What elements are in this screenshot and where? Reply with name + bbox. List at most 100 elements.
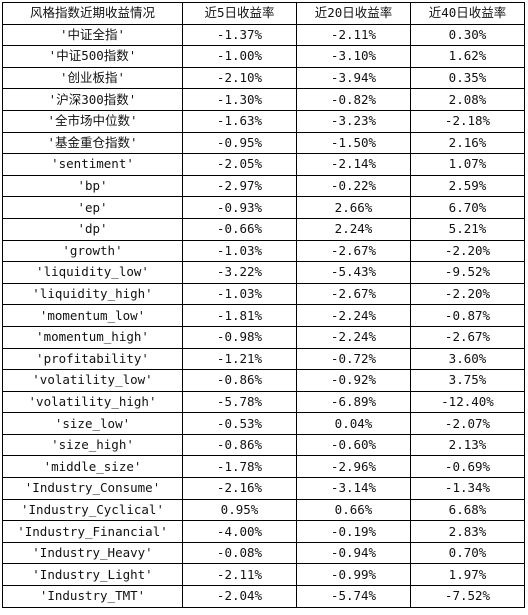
header-style-index: 风格指数近期收益情况 (2, 2, 183, 25)
return-20d-cell: -2.24% (296, 304, 411, 327)
return-5d-cell: -2.05% (182, 153, 297, 176)
table-row: 'Industry_Financial' -4.00% -0.19% 2.83% (2, 520, 525, 543)
style-name-cell: 'liquidity_high' (2, 282, 183, 306)
table-row: 'ep' -0.93% 2.66% 6.70% (2, 196, 525, 219)
table-row: 'Industry_TMT' -2.04% -5.74% -7.52% (2, 585, 525, 608)
return-20d-cell: -1.50% (296, 131, 411, 155)
style-name-cell: '中证500指数' (2, 45, 183, 68)
style-name-cell: 'ep' (2, 196, 183, 219)
style-name-cell: 'Industry_Cyclical' (2, 498, 183, 522)
return-20d-cell: -0.99% (296, 563, 411, 587)
return-20d-cell: -2.96% (296, 455, 411, 479)
return-5d-cell: -1.21% (182, 347, 297, 371)
return-20d-cell: -0.60% (296, 433, 411, 457)
return-40d-cell: 5.21% (410, 217, 525, 241)
style-name-cell: 'profitability' (2, 347, 183, 371)
table-body: '中证全指' -1.37% -2.11% 0.30% '中证500指数' -1.00% -3… (2, 23, 525, 608)
return-40d-cell: -12.40% (410, 390, 525, 414)
table-row: 'Industry_Cyclical' 0.95% 0.66% 6.68% (2, 498, 525, 522)
table-row: 'momentum_high' -0.98% -2.24% -2.67% (2, 325, 525, 349)
header-return-40d: 近40日收益率 (410, 2, 525, 25)
return-5d-cell: -0.86% (182, 369, 297, 392)
return-40d-cell: -9.52% (410, 261, 525, 284)
return-20d-cell: 2.66% (296, 196, 411, 219)
style-name-cell: 'Industry_TMT' (2, 585, 183, 608)
return-5d-cell: -0.95% (182, 131, 297, 155)
table-row: '基金重仓指数' -0.95% -1.50% 2.16% (2, 131, 525, 155)
return-20d-cell: 0.66% (296, 498, 411, 522)
return-20d-cell: -0.19% (296, 520, 411, 543)
return-5d-cell: -1.63% (182, 109, 297, 133)
table-row: '全市场中位数' -1.63% -3.23% -2.18% (2, 109, 525, 133)
return-20d-cell: -2.11% (296, 23, 411, 47)
return-20d-cell: -5.74% (296, 585, 411, 608)
return-20d-cell: -3.94% (296, 66, 411, 90)
return-40d-cell: 0.30% (410, 23, 525, 47)
return-5d-cell: -2.11% (182, 563, 297, 587)
return-40d-cell: -2.20% (410, 282, 525, 306)
style-name-cell: 'volatility_high' (2, 390, 183, 414)
return-40d-cell: 6.68% (410, 498, 525, 522)
style-name-cell: '全市场中位数' (2, 109, 183, 133)
return-40d-cell: 2.13% (410, 433, 525, 457)
return-40d-cell: -0.69% (410, 455, 525, 479)
table-row: 'liquidity_low' -3.22% -5.43% -9.52% (2, 261, 525, 284)
table-row: 'Industry_Consume' -2.16% -3.14% -1.34% (2, 477, 525, 500)
return-5d-cell: -0.53% (182, 412, 297, 435)
style-name-cell: 'Industry_Heavy' (2, 541, 183, 565)
return-20d-cell: -2.67% (296, 282, 411, 306)
return-5d-cell: -0.93% (182, 196, 297, 219)
return-5d-cell: -0.08% (182, 541, 297, 565)
table-row: 'Industry_Heavy' -0.08% -0.94% 0.70% (2, 541, 525, 565)
table-row: 'growth' -1.03% -2.67% -2.20% (2, 239, 525, 263)
style-index-returns-table-container: 风格指数近期收益情况 近5日收益率 近20日收益率 近40日收益率 '中证全指'… (2, 2, 525, 608)
return-40d-cell: 1.07% (410, 153, 525, 176)
table-row: 'momentum_low' -1.81% -2.24% -0.87% (2, 304, 525, 327)
return-40d-cell: 0.70% (410, 541, 525, 565)
return-40d-cell: 3.75% (410, 369, 525, 392)
return-40d-cell: 2.08% (410, 88, 525, 111)
table-row: '中证全指' -1.37% -2.11% 0.30% (2, 23, 525, 47)
table-row: 'middle_size' -1.78% -2.96% -0.69% (2, 455, 525, 479)
return-20d-cell: -2.24% (296, 325, 411, 349)
table-row: 'profitability' -1.21% -0.72% 3.60% (2, 347, 525, 371)
return-5d-cell: -2.97% (182, 174, 297, 198)
return-5d-cell: -1.30% (182, 88, 297, 111)
return-5d-cell: -2.04% (182, 585, 297, 608)
style-name-cell: 'momentum_high' (2, 325, 183, 349)
style-name-cell: 'middle_size' (2, 455, 183, 479)
return-40d-cell: 3.60% (410, 347, 525, 371)
return-5d-cell: -2.16% (182, 477, 297, 500)
table-row: 'bp' -2.97% -0.22% 2.59% (2, 174, 525, 198)
style-name-cell: 'volatility_low' (2, 369, 183, 392)
return-5d-cell: -0.66% (182, 217, 297, 241)
return-40d-cell: -2.07% (410, 412, 525, 435)
return-5d-cell: -1.00% (182, 45, 297, 68)
return-5d-cell: -1.03% (182, 239, 297, 263)
style-name-cell: '基金重仓指数' (2, 131, 183, 155)
return-20d-cell: -2.14% (296, 153, 411, 176)
return-5d-cell: -1.81% (182, 304, 297, 327)
style-name-cell: 'momentum_low' (2, 304, 183, 327)
style-name-cell: 'size_low' (2, 412, 183, 435)
table-row: '沪深300指数' -1.30% -0.82% 2.08% (2, 88, 525, 111)
return-20d-cell: -0.72% (296, 347, 411, 371)
return-5d-cell: -2.10% (182, 66, 297, 90)
table-row: '创业板指' -2.10% -3.94% 0.35% (2, 66, 525, 90)
return-5d-cell: -5.78% (182, 390, 297, 414)
return-20d-cell: -5.43% (296, 261, 411, 284)
return-20d-cell: -0.22% (296, 174, 411, 198)
return-20d-cell: -6.89% (296, 390, 411, 414)
return-5d-cell: -1.37% (182, 23, 297, 47)
table-row: 'dp' -0.66% 2.24% 5.21% (2, 217, 525, 241)
table-row: 'size_low' -0.53% 0.04% -2.07% (2, 412, 525, 435)
style-name-cell: 'dp' (2, 217, 183, 241)
header-return-5d: 近5日收益率 (182, 2, 297, 25)
return-40d-cell: 1.62% (410, 45, 525, 68)
return-40d-cell: -7.52% (410, 585, 525, 608)
return-20d-cell: -0.94% (296, 541, 411, 565)
style-name-cell: '沪深300指数' (2, 88, 183, 111)
table-row: 'volatility_low' -0.86% -0.92% 3.75% (2, 369, 525, 392)
return-20d-cell: -2.67% (296, 239, 411, 263)
return-20d-cell: -0.82% (296, 88, 411, 111)
